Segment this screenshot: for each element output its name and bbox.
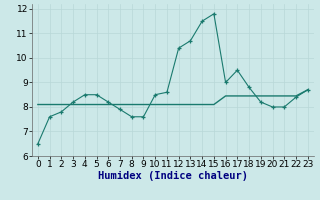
X-axis label: Humidex (Indice chaleur): Humidex (Indice chaleur) (98, 171, 248, 181)
